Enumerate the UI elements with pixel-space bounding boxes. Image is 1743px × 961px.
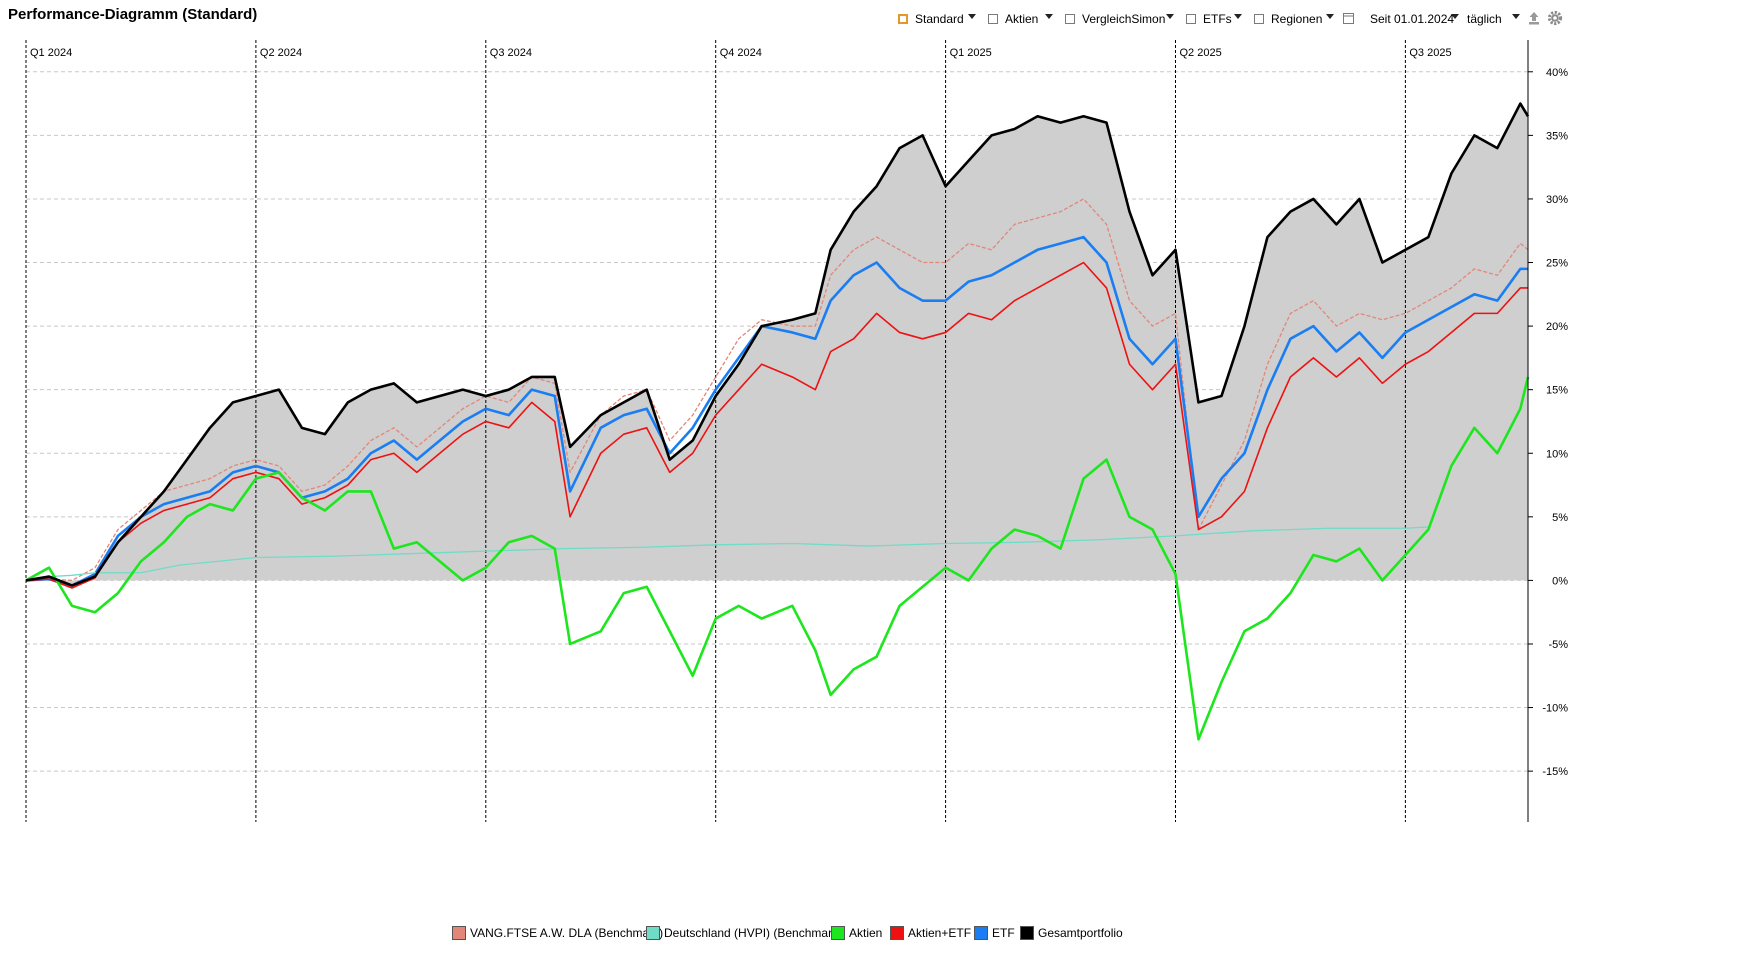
period-label: Seit 01.01.2024 <box>1370 12 1455 26</box>
chevron-down-icon[interactable] <box>1045 14 1053 19</box>
y-tick-label: 40% <box>1546 67 1568 79</box>
quarter-label: Q1 2024 <box>30 47 72 59</box>
series-line-gesamt <box>25 102 1530 587</box>
page-title: Performance-Diagramm (Standard) <box>8 6 258 23</box>
legend-label: ETF <box>992 926 1015 940</box>
y-tick-label: 25% <box>1546 258 1568 270</box>
toolbar: Standard Aktien VergleichSimon ETFs Regi… <box>0 10 1743 30</box>
filter-standard[interactable]: Standard <box>898 10 964 28</box>
legend-swatch <box>1020 926 1034 940</box>
y-tick-label: 10% <box>1546 448 1568 460</box>
legend-label: Aktien+ETF <box>908 926 972 940</box>
quarter-label: Q3 2025 <box>1409 47 1451 59</box>
area-gesamtportfolio <box>26 103 1528 586</box>
filter-vergleich-label: VergleichSimon <box>1082 12 1166 26</box>
legend-item-etf[interactable]: ETF <box>974 926 1015 940</box>
y-tick-label: -10% <box>1542 703 1568 715</box>
checkbox-icon[interactable] <box>988 14 998 24</box>
gear-icon[interactable] <box>1547 10 1563 26</box>
period-select[interactable]: Seit 01.01.2024 <box>1370 10 1454 28</box>
legend-label: VANG.FTSE A.W. DLA (Benchmark) <box>470 926 664 940</box>
quarter-label: Q4 2024 <box>720 47 762 59</box>
filter-vergleich[interactable]: VergleichSimon <box>1065 10 1165 28</box>
chevron-down-icon[interactable] <box>1512 14 1520 19</box>
checkbox-icon[interactable] <box>898 14 908 24</box>
legend-label: Deutschland (HVPI) (Benchmark) <box>664 926 843 940</box>
chart-legend: VANG.FTSE A.W. DLA (Benchmark) Deutschlan… <box>0 926 1743 946</box>
y-tick-label: 5% <box>1552 512 1568 524</box>
legend-item-aktien_etf[interactable]: Aktien+ETF <box>890 926 971 940</box>
interval-label: täglich <box>1467 12 1502 26</box>
y-tick-label: 20% <box>1546 321 1568 333</box>
legend-swatch <box>831 926 845 940</box>
filter-aktien[interactable]: Aktien <box>988 10 1038 28</box>
series-line-aktien <box>25 376 1530 741</box>
checkbox-icon[interactable] <box>1254 14 1264 24</box>
filter-aktien-label: Aktien <box>1005 12 1039 26</box>
legend-item-aktien[interactable]: Aktien <box>831 926 882 940</box>
filter-regionen-label: Regionen <box>1271 12 1323 26</box>
chevron-down-icon[interactable] <box>1166 14 1174 19</box>
filter-etfs[interactable]: ETFs <box>1186 10 1232 28</box>
legend-label: Gesamtportfolio <box>1038 926 1123 940</box>
legend-swatch <box>974 926 988 940</box>
y-tick-label: 30% <box>1546 194 1568 206</box>
quarter-label: Q2 2024 <box>260 47 302 59</box>
export-icon[interactable] <box>1527 10 1541 26</box>
chevron-down-icon[interactable] <box>968 14 976 19</box>
performance-chart: Q1 2024 Q2 2024 Q3 2024 Q4 2024 Q1 2025 Q2 20… <box>25 40 1568 822</box>
quarter-label: Q2 2025 <box>1179 47 1221 59</box>
checkbox-icon[interactable] <box>1186 14 1196 24</box>
legend-swatch <box>646 926 660 940</box>
filter-regionen[interactable]: Regionen <box>1254 10 1322 28</box>
legend-swatch <box>452 926 466 940</box>
series-line-benchmark_vanguard <box>25 198 1529 582</box>
y-tick-label: -15% <box>1542 766 1568 778</box>
quarter-label: Q3 2024 <box>490 47 532 59</box>
legend-label: Aktien <box>849 926 883 940</box>
filter-standard-label: Standard <box>915 12 964 26</box>
legend-swatch <box>890 926 904 940</box>
interval-select[interactable]: täglich <box>1467 10 1502 28</box>
calendar-icon[interactable] <box>1342 10 1356 26</box>
chevron-down-icon[interactable] <box>1234 14 1242 19</box>
y-tick-label: 15% <box>1546 385 1568 397</box>
series-line-benchmark_hvpi <box>25 526 1429 582</box>
chevron-down-icon[interactable] <box>1326 14 1334 19</box>
legend-item-benchmark_vanguard[interactable]: VANG.FTSE A.W. DLA (Benchmark) <box>452 926 663 940</box>
legend-item-benchmark_hvpi[interactable]: Deutschland (HVPI) (Benchmark) <box>646 926 842 940</box>
series-line-aktien_etf <box>25 261 1528 589</box>
quarter-label: Q1 2025 <box>950 47 992 59</box>
y-tick-label: -5% <box>1548 639 1568 651</box>
legend-item-gesamt[interactable]: Gesamtportfolio <box>1020 926 1123 940</box>
chevron-down-icon[interactable] <box>1451 14 1459 19</box>
y-tick-label: 0% <box>1552 575 1568 587</box>
filter-etfs-label: ETFs <box>1203 12 1232 26</box>
y-tick-label: 35% <box>1546 130 1568 142</box>
checkbox-icon[interactable] <box>1065 14 1075 24</box>
